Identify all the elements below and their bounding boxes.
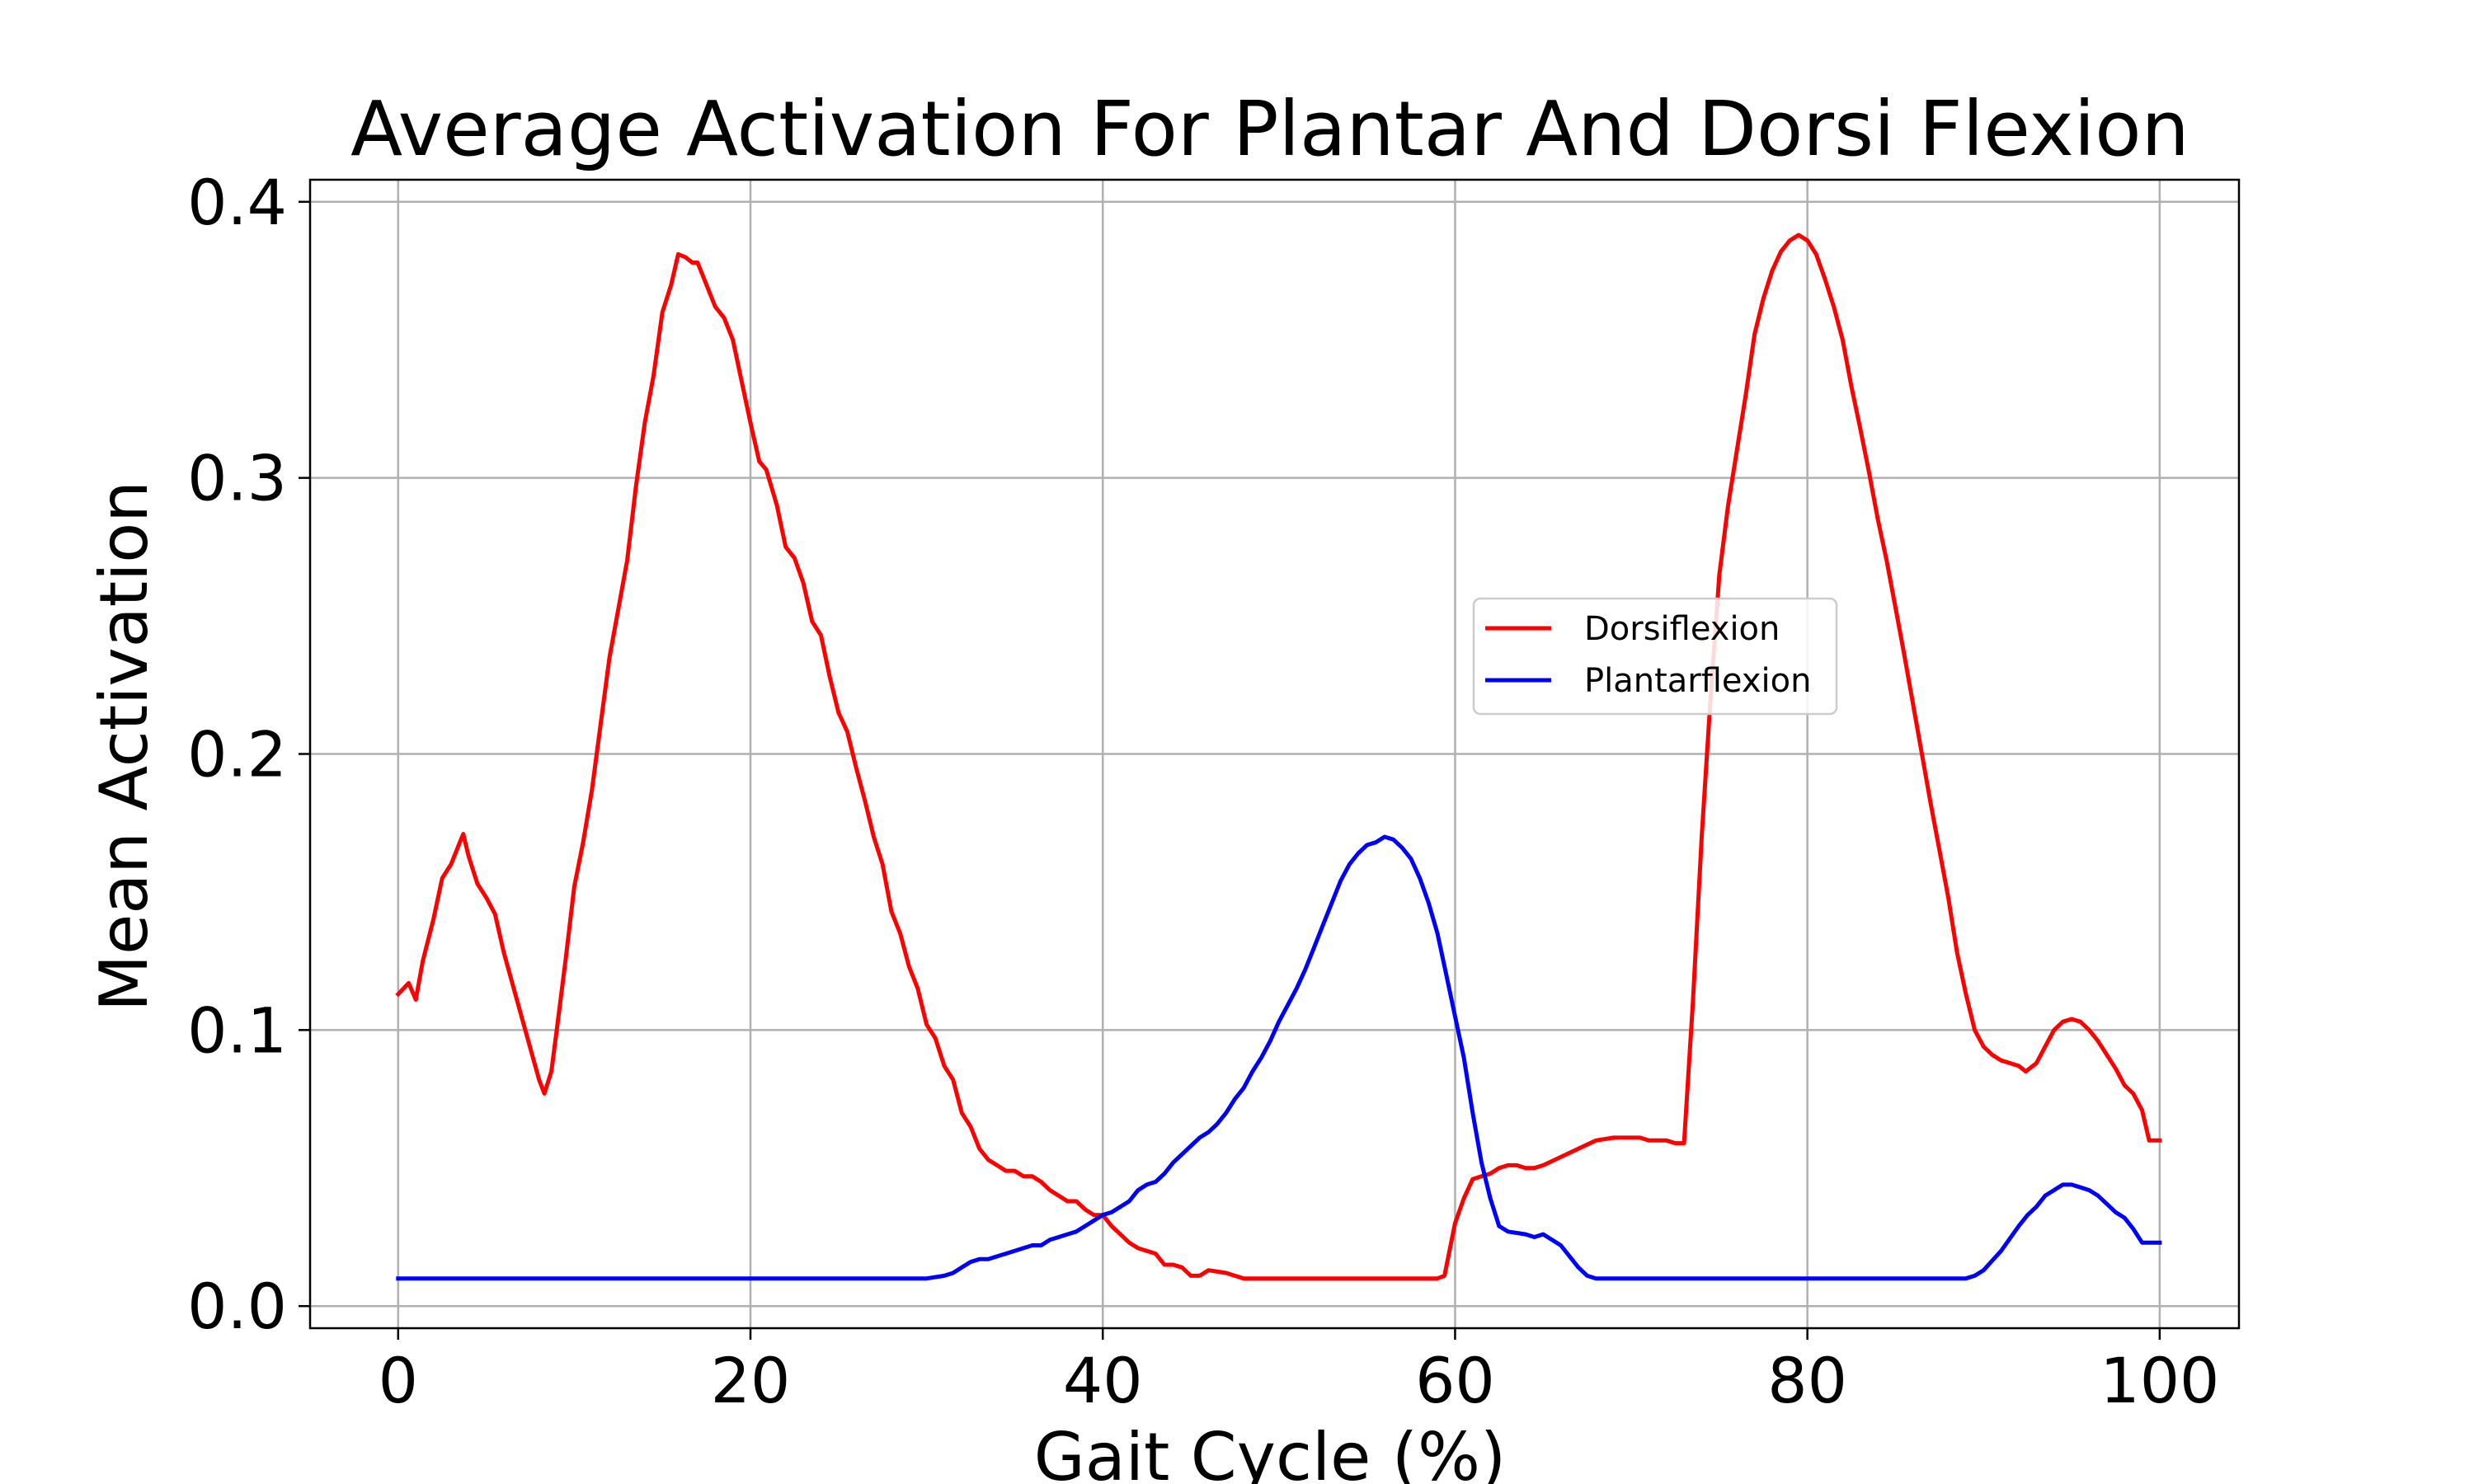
x-tick-label: 100 xyxy=(2100,1344,2219,1417)
x-tick-label: 20 xyxy=(711,1344,791,1417)
x-axis-label: Gait Cycle (%) xyxy=(1034,1419,1507,1484)
series-line-plantarflexion xyxy=(396,834,2162,1281)
y-axis-label: Mean Activation xyxy=(86,481,162,1012)
y-tick-label: 0.1 xyxy=(187,993,287,1067)
series-line-dorsiflexion xyxy=(395,232,2162,1281)
legend-box xyxy=(1472,597,1838,716)
x-tick-label: 40 xyxy=(1063,1344,1143,1417)
y-tick-label: 0.0 xyxy=(187,1270,287,1343)
grid-lines xyxy=(310,180,2239,1328)
y-tick-label: 0.2 xyxy=(187,718,287,791)
chart-title: Average Activation For Plantar And Dorsi… xyxy=(350,85,2189,173)
y-tick-label: 0.3 xyxy=(187,442,287,515)
axis-ticks: 0 20 40 60 80 100 0.0 0.1 0.2 0.3 0.4 xyxy=(187,166,2219,1417)
y-tick-label: 0.4 xyxy=(187,166,287,239)
x-tick-label: 0 xyxy=(379,1344,418,1417)
legend-label: Dorsiflexion xyxy=(1584,610,1780,648)
series-lines xyxy=(395,232,2162,1281)
x-tick-label: 60 xyxy=(1415,1344,1495,1417)
legend-label: Plantarflexion xyxy=(1584,662,1811,700)
x-tick-label: 80 xyxy=(1767,1344,1847,1417)
legend: Dorsiflexion Plantarflexion xyxy=(1472,597,1838,716)
